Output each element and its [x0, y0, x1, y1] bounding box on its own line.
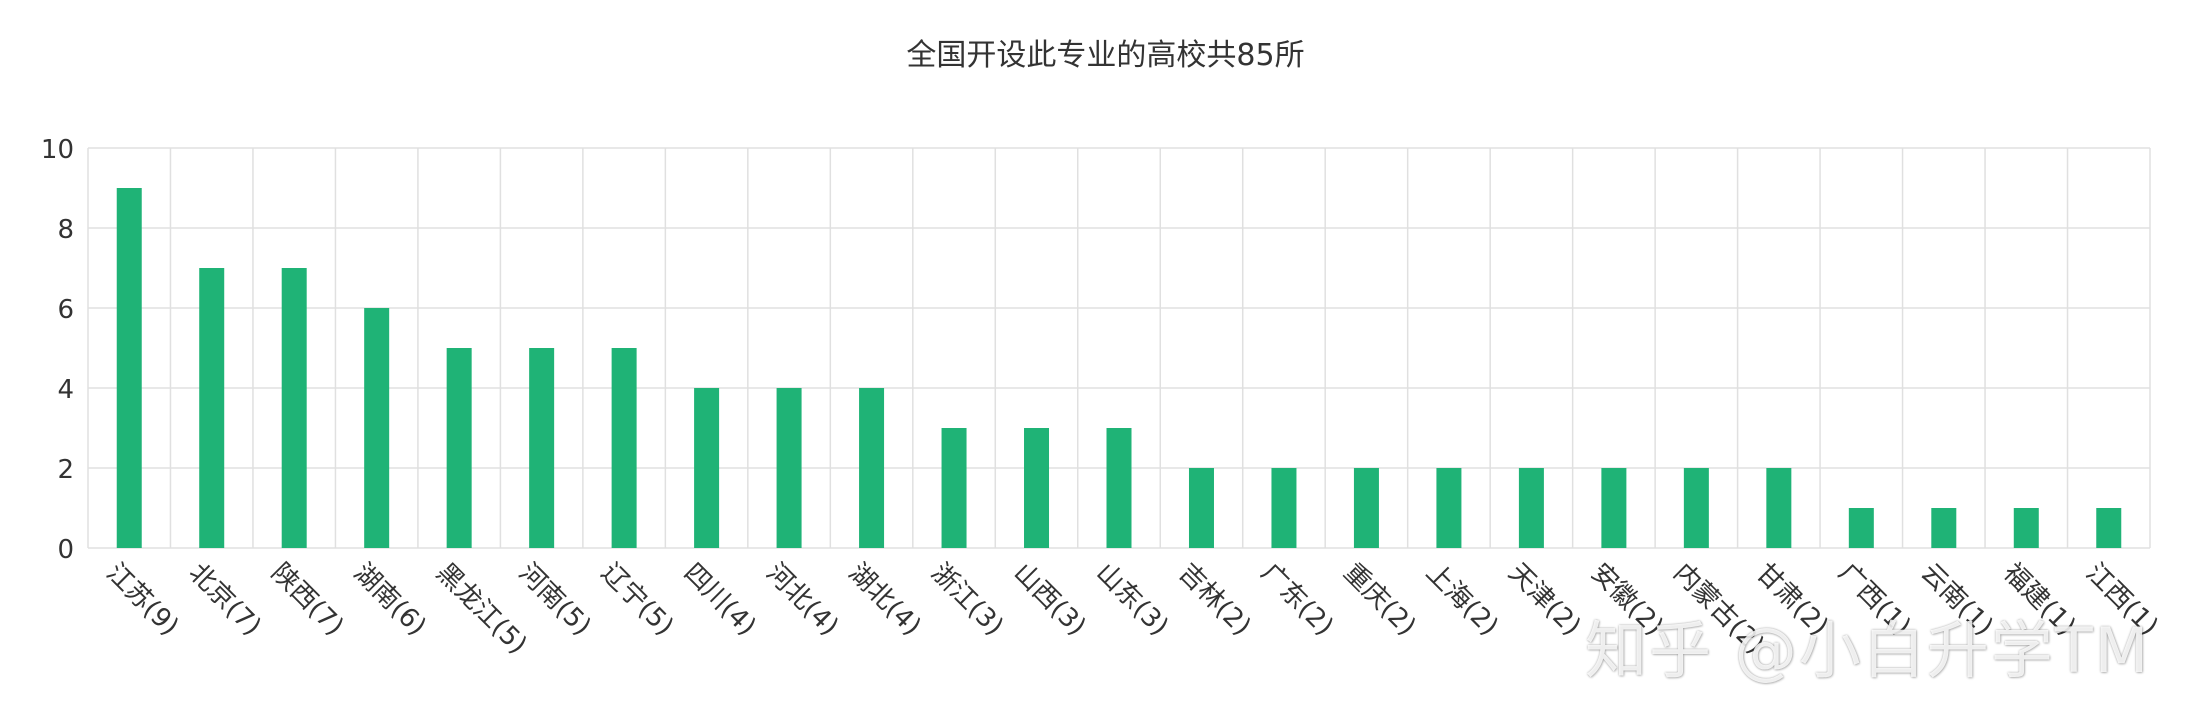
bar	[2096, 508, 2122, 548]
bar	[1931, 508, 1957, 548]
bar	[1436, 468, 1462, 548]
bar	[2013, 508, 2039, 548]
y-tick-label: 4	[57, 375, 74, 405]
x-tick-label: 山东(3)	[1090, 558, 1174, 642]
bar	[1601, 468, 1627, 548]
x-tick-label: 辽宁(5)	[595, 558, 679, 642]
bar	[1024, 428, 1050, 548]
y-tick-label: 0	[57, 535, 74, 565]
x-tick-label: 重庆(2)	[1337, 558, 1421, 642]
y-tick-label: 2	[57, 455, 74, 485]
bar	[529, 348, 555, 548]
bar	[1766, 468, 1792, 548]
bar	[1848, 508, 1874, 548]
bar	[1106, 428, 1132, 548]
bar	[776, 388, 802, 548]
bar	[1353, 468, 1379, 548]
x-tick-label: 四川(4)	[678, 558, 762, 642]
y-tick-label: 10	[41, 135, 74, 165]
bar	[1271, 468, 1297, 548]
y-tick-label: 8	[57, 215, 74, 245]
watermark: 知乎 @小白升学TM	[1585, 614, 2151, 687]
bar	[859, 388, 885, 548]
x-tick-label: 湖北(4)	[843, 558, 927, 642]
bar	[116, 188, 142, 548]
x-tick-label: 吉林(2)	[1173, 558, 1257, 642]
bar	[1188, 468, 1214, 548]
x-tick-label: 山西(3)	[1008, 558, 1092, 642]
bar	[199, 268, 225, 548]
x-tick-label: 江苏(9)	[100, 558, 184, 642]
x-tick-label: 北京(7)	[183, 558, 267, 642]
bar	[941, 428, 967, 548]
y-tick-label: 6	[57, 295, 74, 325]
x-tick-label: 天津(2)	[1502, 558, 1586, 642]
bar	[364, 308, 390, 548]
x-tick-label: 广东(2)	[1255, 558, 1339, 642]
x-tick-label: 河南(5)	[513, 558, 597, 642]
bar	[281, 268, 307, 548]
bar	[446, 348, 472, 548]
x-tick-label: 上海(2)	[1420, 558, 1504, 642]
x-tick-label: 湖南(6)	[348, 558, 432, 642]
bar	[694, 388, 720, 548]
bar	[611, 348, 637, 548]
bar	[1683, 468, 1709, 548]
x-tick-label: 陕西(7)	[265, 558, 349, 642]
chart-title: 全国开设此专业的高校共85所	[906, 38, 1305, 73]
x-tick-label: 浙江(3)	[925, 558, 1009, 642]
bar	[1518, 468, 1544, 548]
x-tick-label: 河北(4)	[760, 558, 844, 642]
